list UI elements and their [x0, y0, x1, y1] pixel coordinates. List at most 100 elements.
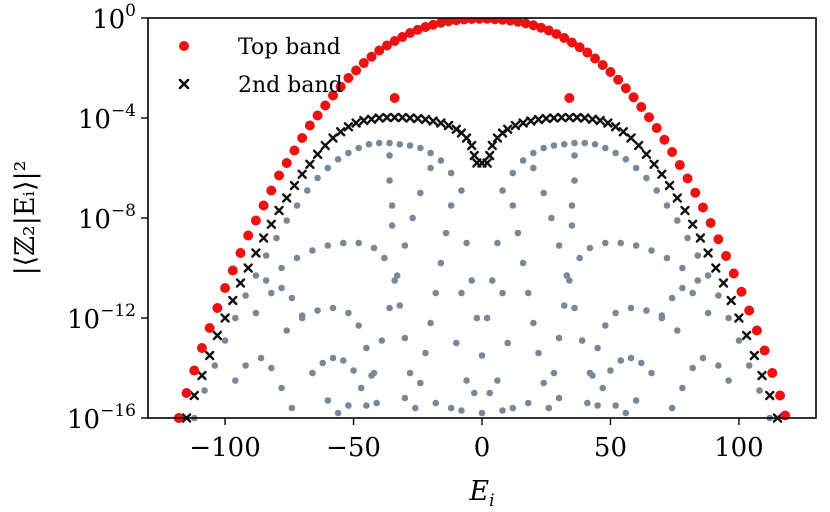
bulk-point — [486, 389, 494, 397]
bulk-point — [242, 292, 249, 299]
top-band-point — [250, 215, 261, 226]
bulk-point — [560, 302, 568, 309]
bulk-point — [519, 259, 527, 267]
bulk-point — [663, 202, 671, 209]
top-band-point — [759, 345, 770, 356]
bulk-point — [679, 284, 686, 292]
second-band-point — [469, 150, 479, 161]
bulk-point — [550, 142, 558, 149]
bulk-point — [422, 349, 429, 357]
second-band-point — [305, 159, 315, 169]
top-band-point — [597, 60, 608, 70]
top-band-point — [551, 29, 562, 39]
top-band-point — [636, 102, 647, 112]
bulk-point — [288, 294, 296, 302]
second-band-series-layer — [181, 112, 783, 423]
bulk-point — [463, 239, 470, 247]
second-band-point — [328, 133, 338, 143]
second-band-point — [220, 313, 230, 323]
bulk-point — [252, 272, 260, 279]
x-tick-label: −100 — [189, 433, 260, 463]
bulk-point — [499, 289, 506, 297]
bulk-point — [411, 404, 419, 412]
bulk-point — [309, 247, 316, 254]
second-band-point — [335, 127, 346, 137]
bulk-point — [668, 294, 676, 302]
top-band-point — [728, 268, 739, 279]
top-band-point — [536, 22, 547, 33]
bulk-point — [658, 312, 666, 319]
top-band-point — [335, 81, 346, 92]
top-band-point — [181, 388, 192, 398]
bulk-point — [355, 322, 362, 329]
bulk-point — [563, 272, 571, 279]
x-axis-ticks: −100 −50 0 50 100 — [189, 418, 764, 463]
bulk-point — [704, 309, 712, 317]
bulk-point — [530, 149, 537, 157]
bulk-point — [612, 309, 619, 317]
bulk-point — [648, 369, 655, 377]
bulk-point — [514, 229, 522, 237]
top-band-point — [497, 18, 508, 25]
top-band-point — [574, 42, 585, 53]
second-band-point — [564, 112, 575, 123]
top-band-point — [667, 147, 678, 157]
top-band-point — [482, 18, 493, 24]
second-band-point — [258, 233, 269, 243]
bulk-point — [584, 399, 591, 407]
bulk-point — [273, 234, 280, 242]
bulk-point — [571, 139, 578, 147]
second-band-point — [680, 205, 690, 216]
bulk-point — [571, 177, 578, 184]
bulk-point — [345, 402, 352, 409]
second-band-point — [320, 140, 330, 151]
bulk-point — [607, 367, 614, 374]
bulk-point — [499, 187, 506, 194]
bulk-point — [673, 217, 681, 224]
second-band-point — [726, 295, 736, 306]
top-band-point — [451, 18, 462, 26]
second-band-point — [649, 159, 659, 169]
bulk-point — [540, 144, 547, 152]
bulk-point — [509, 404, 517, 412]
bulk-point — [324, 397, 332, 404]
second-band-point — [510, 120, 521, 131]
bulk-point — [632, 242, 640, 249]
bulk-point — [622, 155, 630, 163]
second-band-point — [366, 114, 377, 124]
bulk-point — [427, 164, 434, 172]
second-band-point — [765, 390, 775, 401]
bulk-point — [689, 289, 696, 297]
bulk-point — [427, 319, 434, 327]
top-band-point — [304, 120, 315, 131]
bulk-point — [252, 309, 260, 317]
bulk-point — [468, 277, 476, 284]
bulk-point — [363, 344, 370, 352]
second-band-point — [657, 169, 667, 179]
second-band-point — [389, 112, 400, 123]
top-band-point — [466, 18, 477, 24]
legend-top-band-marker — [179, 41, 189, 51]
top-band-point — [196, 343, 207, 353]
x-axis-label-main: E — [468, 476, 489, 507]
bulk-point — [242, 362, 249, 369]
bulk-point — [632, 397, 640, 404]
legend-second-band-label: 2nd band — [238, 73, 343, 98]
top-band-point — [235, 248, 246, 258]
second-band-point — [359, 115, 369, 126]
bulk-point — [566, 277, 573, 284]
second-band-point — [461, 133, 472, 143]
top-band-point — [520, 18, 531, 29]
top-band-point — [474, 18, 485, 24]
bulk-point — [555, 242, 563, 249]
second-band-point — [436, 118, 446, 128]
bulk-point — [288, 404, 296, 412]
x-tick-label: −50 — [326, 433, 381, 463]
top-band-point — [767, 368, 778, 378]
second-band-point — [274, 205, 284, 216]
bulk-point — [388, 222, 396, 229]
top-band-point — [775, 390, 786, 401]
second-band-point — [428, 116, 438, 126]
bulk-point — [381, 254, 388, 262]
